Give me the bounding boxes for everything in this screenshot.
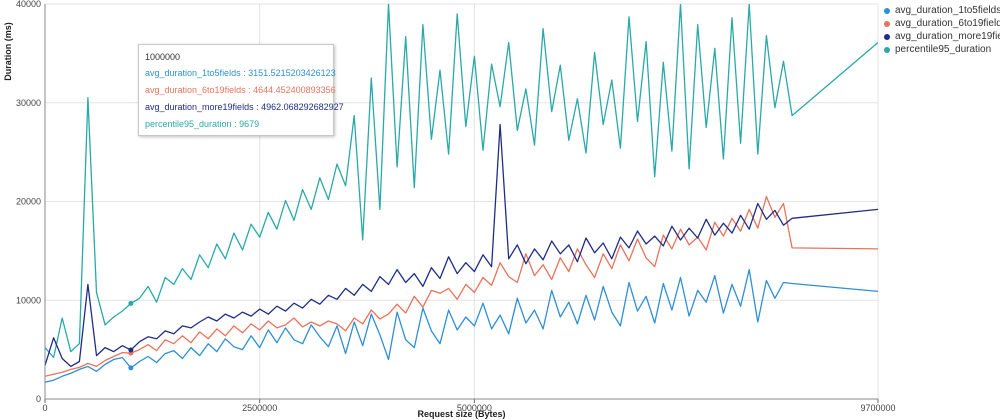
tooltip-line-more19: avg_duration_more19fields : 4962.0682926… <box>145 102 344 112</box>
legend-item[interactable]: percentile95_duration <box>884 43 1000 56</box>
series-line-percentile95_duration <box>45 4 878 359</box>
legend-label: avg_duration_1to5fields <box>895 5 1000 16</box>
x-axis-title: Request size (Bytes) <box>417 409 505 419</box>
hover-point <box>128 300 134 306</box>
y-axis-title: Duration (ms) <box>3 22 13 81</box>
tooltip-series-value: 3151.5215203426123 <box>248 68 336 78</box>
tooltip-series-value: 4962.068292682927 <box>261 102 344 112</box>
legend-marker-icon <box>884 46 890 53</box>
legend-marker-icon <box>884 33 890 40</box>
y-tick-label: 40000 <box>16 0 41 9</box>
tooltip-series-name: avg_duration_1to5fields <box>145 68 241 78</box>
y-tick-label: 30000 <box>16 98 41 108</box>
legend-label: avg_duration_more19fields <box>895 31 1000 42</box>
legend-item[interactable]: avg_duration_1to5fields <box>884 4 1000 17</box>
tooltip-series-name: avg_duration_6to19fields <box>145 85 246 95</box>
series-layer <box>45 4 878 383</box>
tooltip-series-value: 4644.452400893356 <box>253 85 336 95</box>
legend-item[interactable]: avg_duration_more19fields <box>884 30 1000 43</box>
tooltip-series-name: avg_duration_more19fields <box>145 102 254 112</box>
legend-label: percentile95_duration <box>895 44 992 55</box>
hover-point <box>128 347 134 353</box>
y-tick-label: 20000 <box>16 197 41 207</box>
tooltip-line-6to19: avg_duration_6to19fields : 4644.45240089… <box>145 85 336 95</box>
axes: 0 10000 20000 30000 40000 0 2500000 5000000 9700… <box>3 0 896 419</box>
legend-item[interactable]: avg_duration_6to19fields <box>884 17 1000 30</box>
tooltip-line-p95: percentile95_duration : 9679 <box>145 119 260 129</box>
y-tick-label: 0 <box>36 394 41 404</box>
tooltip-x-value: 1000000 <box>145 52 181 62</box>
series-line-avg_duration_more19fields <box>45 123 878 368</box>
legend: avg_duration_1to5fields avg_duration_6to1… <box>884 4 1000 56</box>
legend-marker-icon <box>884 20 890 27</box>
series-line-avg_duration_6to19fields <box>45 195 878 377</box>
tooltip-series-name: percentile95_duration <box>145 119 232 129</box>
x-tick-label: 9700000 <box>860 403 895 413</box>
x-tick-label: 0 <box>42 403 47 413</box>
legend-marker-icon <box>884 7 890 14</box>
tooltip: 1000000 avg_duration_1to5fields : 3151.5… <box>138 44 344 136</box>
hover-markers <box>128 300 134 371</box>
hover-point <box>128 365 134 371</box>
legend-label: avg_duration_6to19fields <box>895 18 1000 29</box>
x-tick-label: 5000000 <box>457 403 492 413</box>
y-tick-label: 10000 <box>16 295 41 305</box>
series-line-avg_duration_1to5fields <box>45 268 878 383</box>
tooltip-line-1to5: avg_duration_1to5fields : 3151.521520342… <box>145 68 336 78</box>
x-tick-label: 2500000 <box>242 403 277 413</box>
tooltip-series-value: 9679 <box>239 119 260 129</box>
